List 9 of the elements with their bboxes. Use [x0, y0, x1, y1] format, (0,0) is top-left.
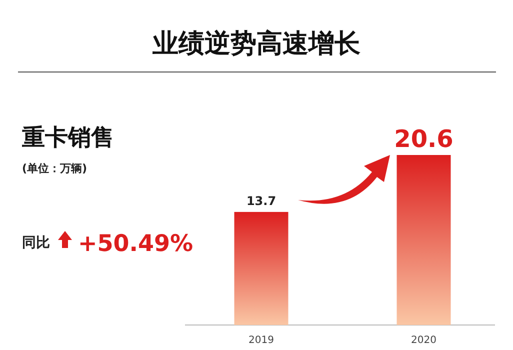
text: 同比	[22, 235, 50, 251]
data-label: 13.7	[246, 194, 276, 208]
x-tick-label: 2019	[248, 335, 274, 346]
text: (单位：万辆)	[22, 162, 88, 175]
chart-subtitle: 重卡销售	[21, 125, 114, 151]
data-label: 20.6	[394, 125, 454, 153]
chart-title: 业绩逆势高速增长	[152, 29, 360, 59]
annotation: +50.49%	[78, 231, 194, 257]
x-tick-label: 2020	[411, 335, 436, 346]
